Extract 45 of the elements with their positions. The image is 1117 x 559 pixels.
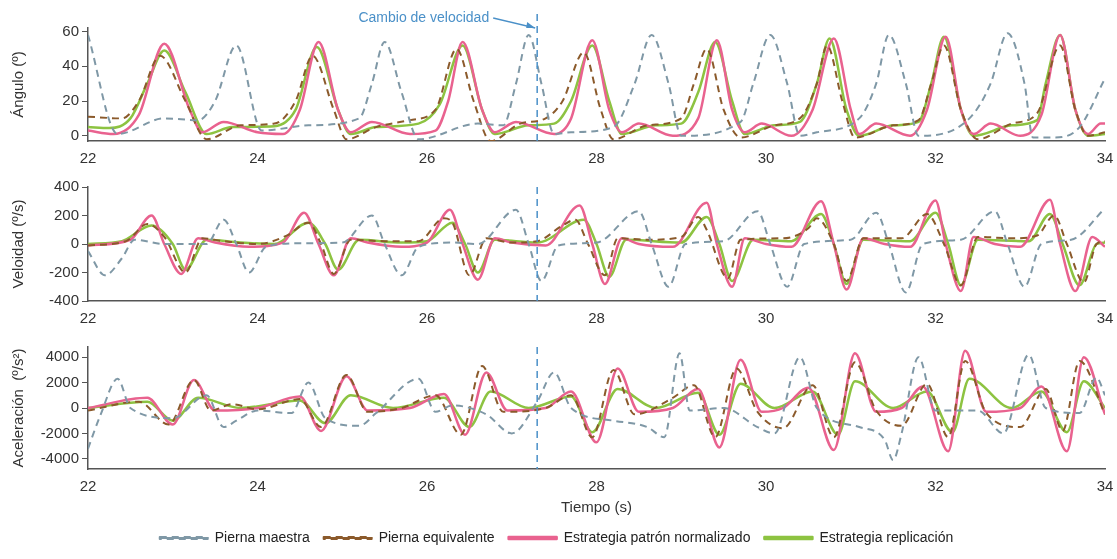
- x-tick-label: 32: [927, 309, 944, 327]
- x-tick-label: 24: [249, 477, 266, 495]
- x-tick-label: 32: [927, 149, 944, 167]
- y-tick-label: -400: [48, 291, 79, 309]
- y-tick-label: 200: [53, 205, 79, 223]
- x-tick-label: 22: [79, 149, 97, 167]
- x-tick-label: 28: [588, 477, 605, 495]
- x-tick-label: 28: [588, 309, 605, 327]
- legend-label: Pierna equivalente: [378, 528, 495, 545]
- y-tick-label: 20: [62, 91, 79, 109]
- y-axis-title: Veloidad (º/s): [9, 199, 27, 289]
- x-tick-label: 32: [927, 477, 944, 495]
- x-tick-label: 22: [79, 309, 97, 327]
- y-tick-label: -2000: [40, 423, 79, 441]
- x-tick-label: 30: [757, 149, 775, 167]
- y-tick-label: 400: [53, 177, 79, 195]
- x-tick-label: 34: [1096, 309, 1114, 327]
- x-tick-label: 30: [757, 309, 775, 327]
- y-tick-label: 40: [62, 56, 79, 74]
- y-tick-label: 0: [70, 125, 79, 143]
- x-tick-label: 24: [249, 149, 266, 167]
- legend-label: Pierna maestra: [214, 528, 310, 545]
- y-tick-label: 0: [70, 398, 79, 416]
- y-tick-label: 60: [62, 21, 79, 39]
- y-tick-label: -4000: [40, 448, 79, 466]
- y-tick-label: 2000: [45, 372, 79, 390]
- x-tick-label: 22: [79, 477, 97, 495]
- line-series: [88, 359, 1105, 439]
- legend-label: Estrategia replicación: [819, 528, 954, 545]
- legend-label: Estrategia patrón normalizado: [563, 528, 751, 545]
- x-axis-title: Tiempo (s): [560, 498, 633, 516]
- x-tick-label: 28: [588, 149, 605, 167]
- y-tick-label: -200: [48, 262, 79, 280]
- y-tick-label: 0: [70, 234, 79, 252]
- x-tick-label: 34: [1096, 477, 1114, 495]
- y-tick-label: 4000: [45, 347, 79, 365]
- x-tick-label: 26: [418, 477, 436, 495]
- x-tick-label: 34: [1096, 149, 1114, 167]
- ref-line-label: Cambio de velocidad: [358, 8, 490, 25]
- x-tick-label: 30: [757, 477, 775, 495]
- x-tick-label: 26: [418, 149, 436, 167]
- x-tick-label: 24: [249, 309, 266, 327]
- y-axis-title: Aceleración (º/s²): [9, 348, 27, 468]
- y-axis-title: Ángulo (º): [9, 51, 27, 118]
- x-tick-label: 26: [418, 309, 436, 327]
